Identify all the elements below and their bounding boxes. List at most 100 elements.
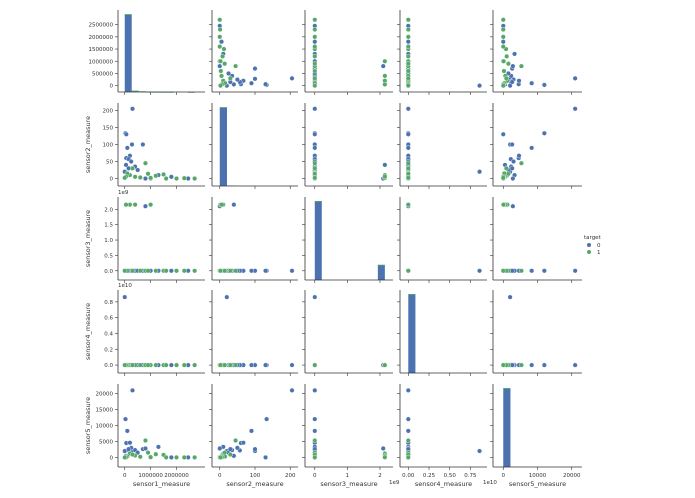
scatter-point: [519, 161, 524, 166]
scatter-point: [290, 388, 295, 393]
y-tick-label: 0.0: [104, 269, 113, 275]
histogram-bar: [132, 91, 139, 92]
y-tick-label: 0.0: [104, 363, 113, 369]
scatter-point: [501, 27, 506, 32]
scatter-point: [128, 440, 133, 445]
scatter-point: [383, 455, 388, 460]
scatter-point: [290, 363, 295, 368]
scatter-point: [501, 59, 506, 64]
legend-title: target: [584, 235, 602, 241]
y-tick-label: 0.8: [104, 300, 113, 306]
scatter-point: [218, 59, 223, 64]
histogram-bar: [503, 388, 510, 389]
scatter-point: [263, 268, 268, 273]
histogram-bar: [315, 201, 322, 280]
scatter-point: [182, 268, 187, 273]
x-tick-label: 200: [285, 473, 296, 479]
scatter-point: [217, 64, 222, 69]
scatter-point: [542, 363, 547, 368]
scatter-point: [312, 455, 317, 460]
scatter-point: [148, 202, 153, 207]
scatter-point: [164, 268, 169, 273]
scatter-point: [312, 17, 317, 22]
scatter-point: [228, 452, 233, 457]
scatter-point: [217, 17, 222, 22]
scatter-point: [312, 69, 317, 74]
scatter-point: [182, 363, 187, 368]
scatter-point: [135, 168, 140, 173]
scatter-point: [312, 161, 317, 166]
scatter-point: [143, 176, 148, 181]
scatter-point: [220, 202, 225, 207]
scatter-point: [164, 176, 169, 181]
scatter-point: [542, 268, 547, 273]
scatter-point: [219, 74, 224, 79]
scatter-point: [235, 446, 240, 451]
scatter-point: [511, 159, 516, 164]
scatter-point: [501, 83, 506, 88]
y-tick-label: 500000: [92, 71, 113, 77]
scatter-point: [241, 440, 246, 445]
scatter-point: [169, 175, 174, 180]
scatter-point: [253, 447, 258, 452]
scatter-point: [542, 83, 547, 88]
scatter-point: [143, 204, 148, 209]
scatter-point: [169, 268, 174, 273]
scatter-point: [406, 146, 411, 151]
scatter-point: [312, 363, 317, 368]
scatter-point: [406, 161, 411, 166]
scatter-point: [263, 455, 268, 460]
scatter-point: [146, 171, 151, 176]
y-tick-label: 0.4: [104, 331, 113, 337]
scatter-point: [228, 447, 233, 452]
scatter-point: [182, 455, 187, 460]
scatter-point: [253, 66, 258, 71]
scatter-point: [406, 176, 411, 181]
scatter-point: [506, 61, 511, 66]
scatter-point: [383, 163, 388, 168]
scatter-point: [290, 268, 295, 273]
scatter-point: [406, 388, 411, 393]
scatter-point: [143, 161, 148, 166]
scatter-point: [164, 455, 169, 460]
y-tick-label: 0: [110, 84, 114, 90]
y-tick-label: 1000000: [89, 59, 114, 65]
y-tick-label: 0.5: [104, 253, 113, 259]
x-tick-label: 0: [502, 473, 506, 479]
scatter-point: [156, 445, 161, 450]
scatter-point: [504, 166, 509, 171]
scatter-point: [161, 172, 166, 177]
scatter-point: [383, 82, 388, 87]
scatter-point: [217, 35, 222, 40]
scatter-point: [218, 27, 223, 32]
histogram-bar: [378, 265, 385, 280]
scatter-point: [222, 61, 227, 66]
scatter-point: [501, 132, 506, 137]
scatter-point: [174, 363, 179, 368]
scatter-point: [406, 438, 411, 443]
scatter-point: [218, 83, 223, 88]
scatter-point: [130, 452, 135, 457]
histogram-bar: [315, 201, 322, 202]
scatter-point: [218, 455, 223, 460]
scatter-point: [219, 39, 224, 44]
legend-label: 0: [597, 243, 601, 249]
scatter-point: [501, 202, 506, 207]
x-tick-label: 0: [218, 473, 222, 479]
scatter-point: [312, 76, 317, 81]
scatter-point: [222, 47, 227, 52]
scatter-point: [126, 447, 131, 452]
scatter-point: [312, 39, 317, 44]
scatter-point: [406, 76, 411, 81]
scatter-point: [232, 202, 237, 207]
scatter-point: [130, 388, 135, 393]
scatter-point: [506, 171, 511, 176]
y-tick-label: 0: [110, 455, 114, 461]
y-tick-label: 10000: [96, 424, 114, 430]
scatter-point: [290, 76, 295, 81]
scatter-point: [225, 295, 230, 300]
x-axis-offset-label: 1e9: [389, 480, 400, 486]
scatter-point: [381, 446, 386, 451]
scatter-point: [192, 268, 197, 273]
scatter-point: [504, 54, 509, 59]
